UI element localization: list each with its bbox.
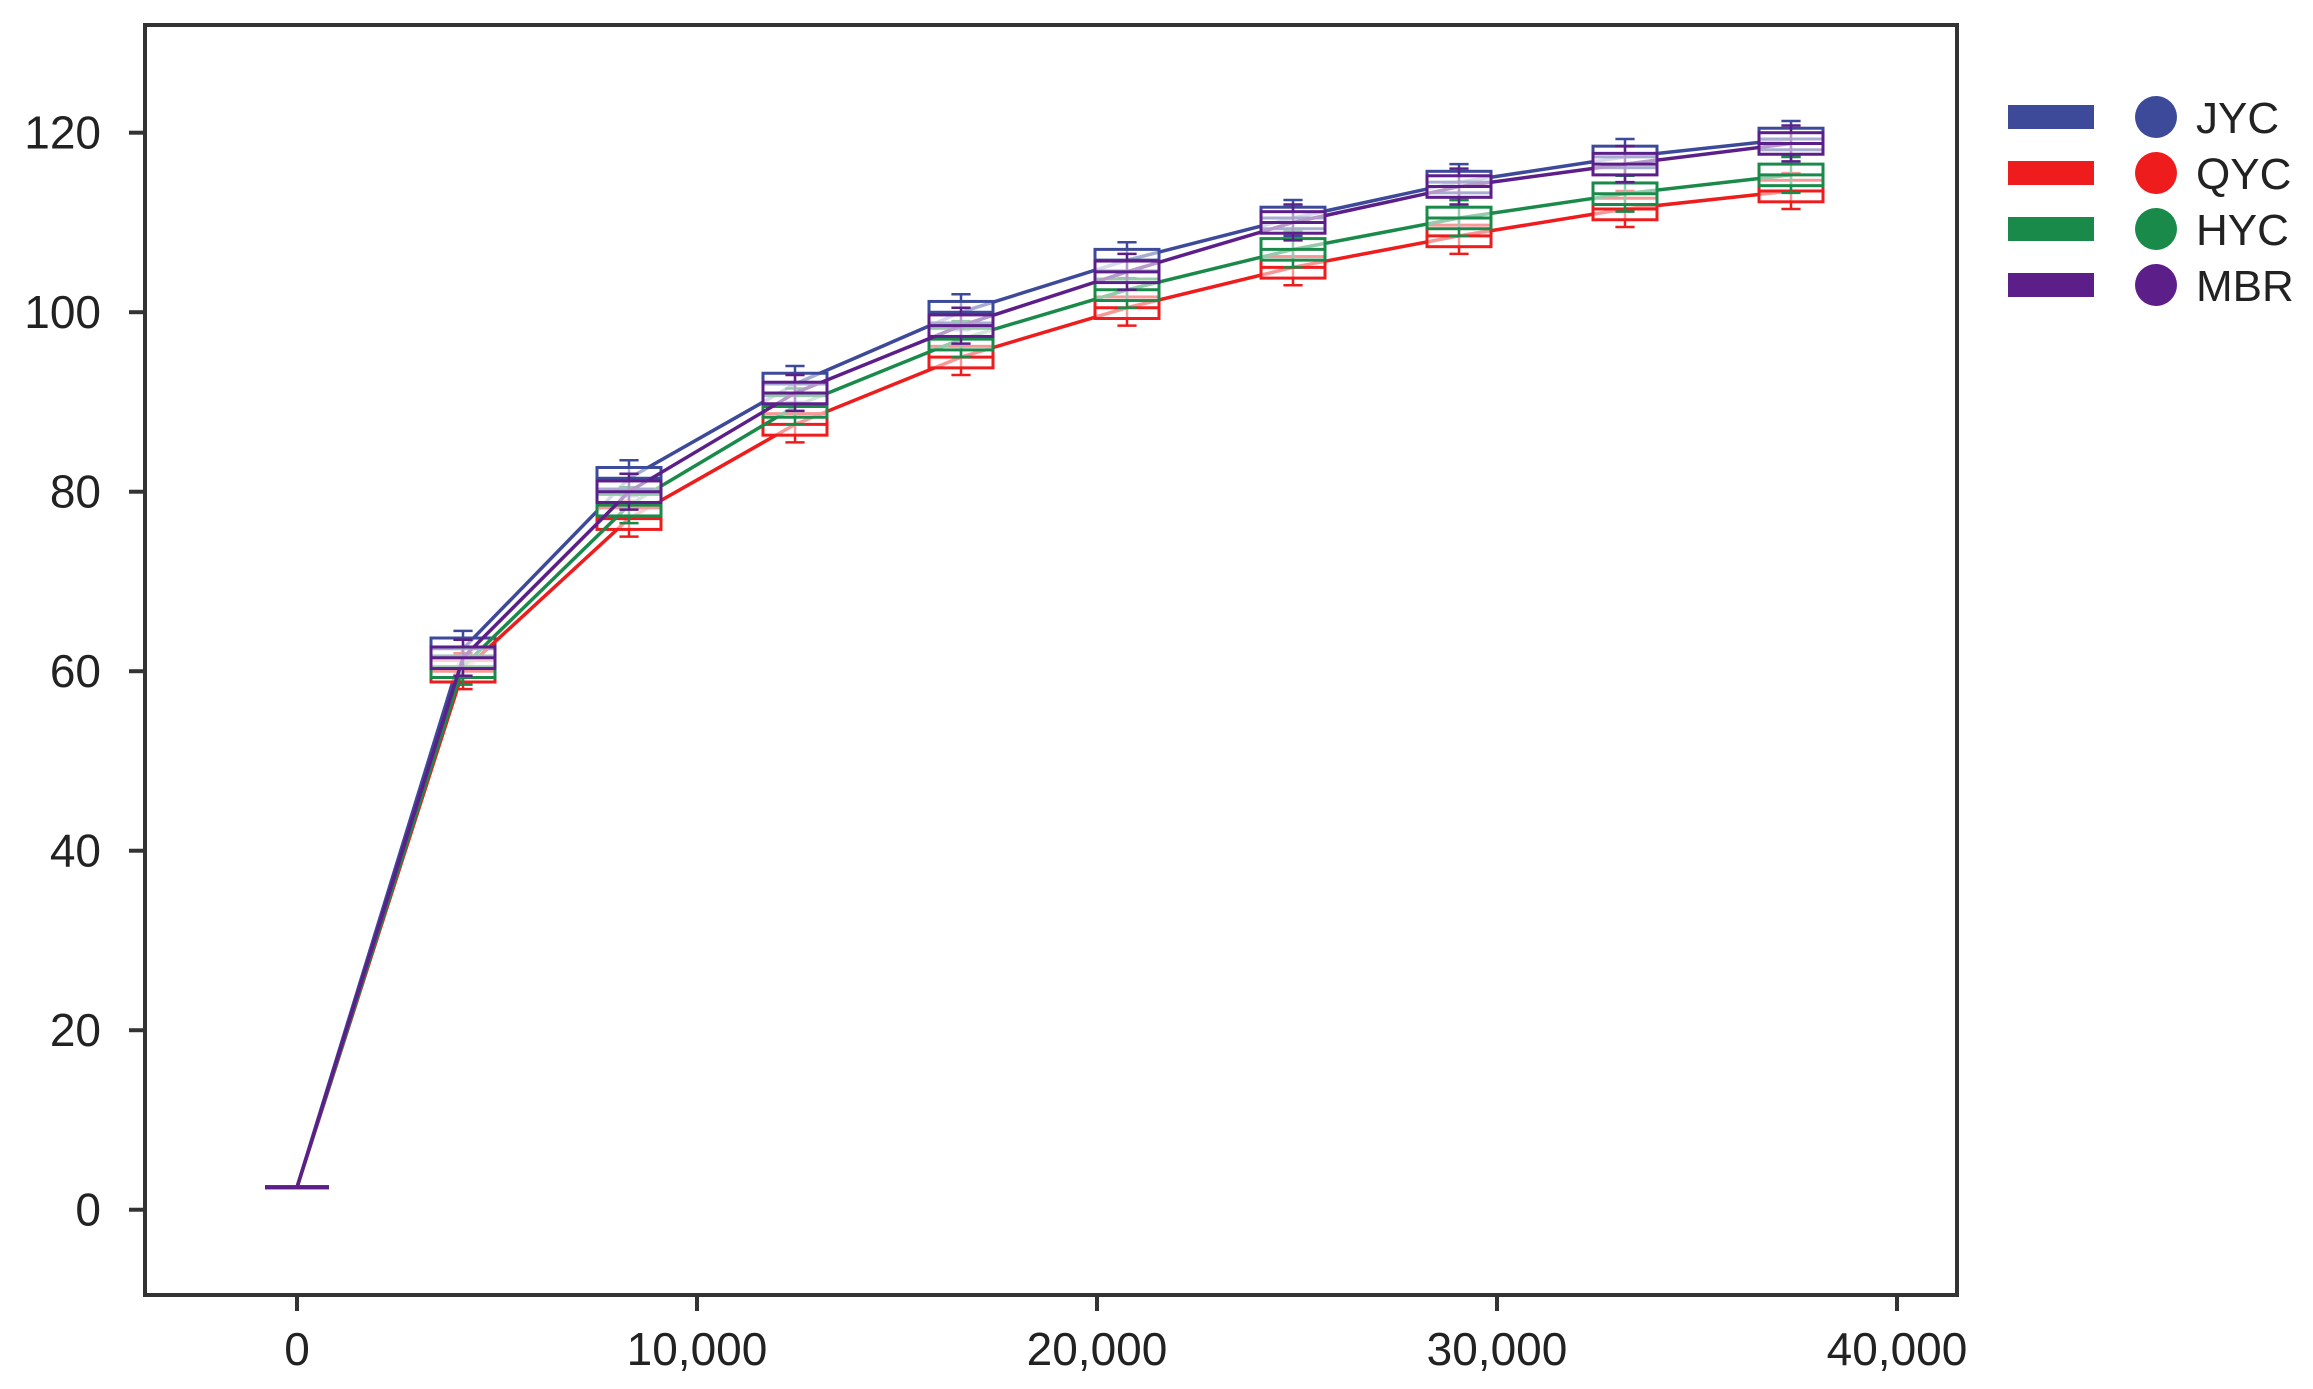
series-layer	[265, 119, 1825, 1190]
x-tick-label: 0	[284, 1323, 310, 1375]
x-axis: 0 10,000 20,000 30,000 40,000	[284, 1295, 1967, 1375]
data-point	[1757, 155, 1825, 195]
y-tick-label: 60	[50, 645, 101, 697]
series-line	[295, 141, 1792, 1188]
data-point	[1591, 144, 1659, 184]
legend-label: MBR	[2196, 262, 2294, 311]
x-tick-label: 30,000	[1427, 1323, 1568, 1375]
legend-swatch	[2008, 273, 2094, 297]
legend-label: HYC	[2196, 206, 2289, 255]
y-axis: 0 20 40 60 80 100 120	[24, 107, 145, 1236]
series-jyc	[265, 119, 1825, 1190]
legend-item-qyc: QYC	[2008, 150, 2291, 199]
series-qyc	[265, 171, 1825, 1190]
data-point	[1425, 167, 1493, 206]
legend-item-jyc: JYC	[2008, 94, 2279, 143]
data-point	[595, 472, 663, 511]
legend-swatch	[2008, 161, 2094, 185]
y-tick-label: 100	[24, 286, 101, 338]
x-tick-label: 10,000	[627, 1323, 768, 1375]
data-point	[429, 638, 497, 677]
legend-swatch	[2008, 105, 2094, 129]
y-tick-label: 80	[50, 466, 101, 518]
legend-item-hyc: HYC	[2008, 206, 2289, 255]
legend-label: QYC	[2196, 150, 2291, 199]
data-point	[761, 373, 829, 413]
series-line	[295, 137, 1792, 1188]
series-hyc	[265, 155, 1825, 1190]
legend-marker	[2135, 264, 2177, 306]
data-point	[1425, 198, 1493, 238]
y-tick-label: 120	[24, 107, 101, 159]
x-tick-label: 20,000	[1027, 1323, 1168, 1375]
legend-item-mbr: MBR	[2008, 262, 2294, 311]
legend: JYC QYC HYC MBR	[2008, 94, 2294, 311]
data-point	[1757, 124, 1825, 163]
legend-marker	[2135, 208, 2177, 250]
series-line	[295, 173, 1792, 1188]
legend-label: JYC	[2196, 94, 2279, 143]
series-line	[295, 189, 1792, 1188]
data-point	[927, 306, 995, 345]
series-mbr	[265, 124, 1825, 1190]
y-tick-label: 0	[75, 1184, 101, 1236]
x-tick-label: 40,000	[1827, 1323, 1968, 1375]
y-tick-label: 40	[50, 825, 101, 877]
legend-marker	[2135, 96, 2177, 138]
legend-marker	[2135, 152, 2177, 194]
y-tick-label: 20	[50, 1004, 101, 1056]
data-point	[1093, 252, 1161, 292]
data-point	[1259, 203, 1327, 242]
legend-swatch	[2008, 217, 2094, 241]
plot-frame	[143, 23, 1959, 1297]
